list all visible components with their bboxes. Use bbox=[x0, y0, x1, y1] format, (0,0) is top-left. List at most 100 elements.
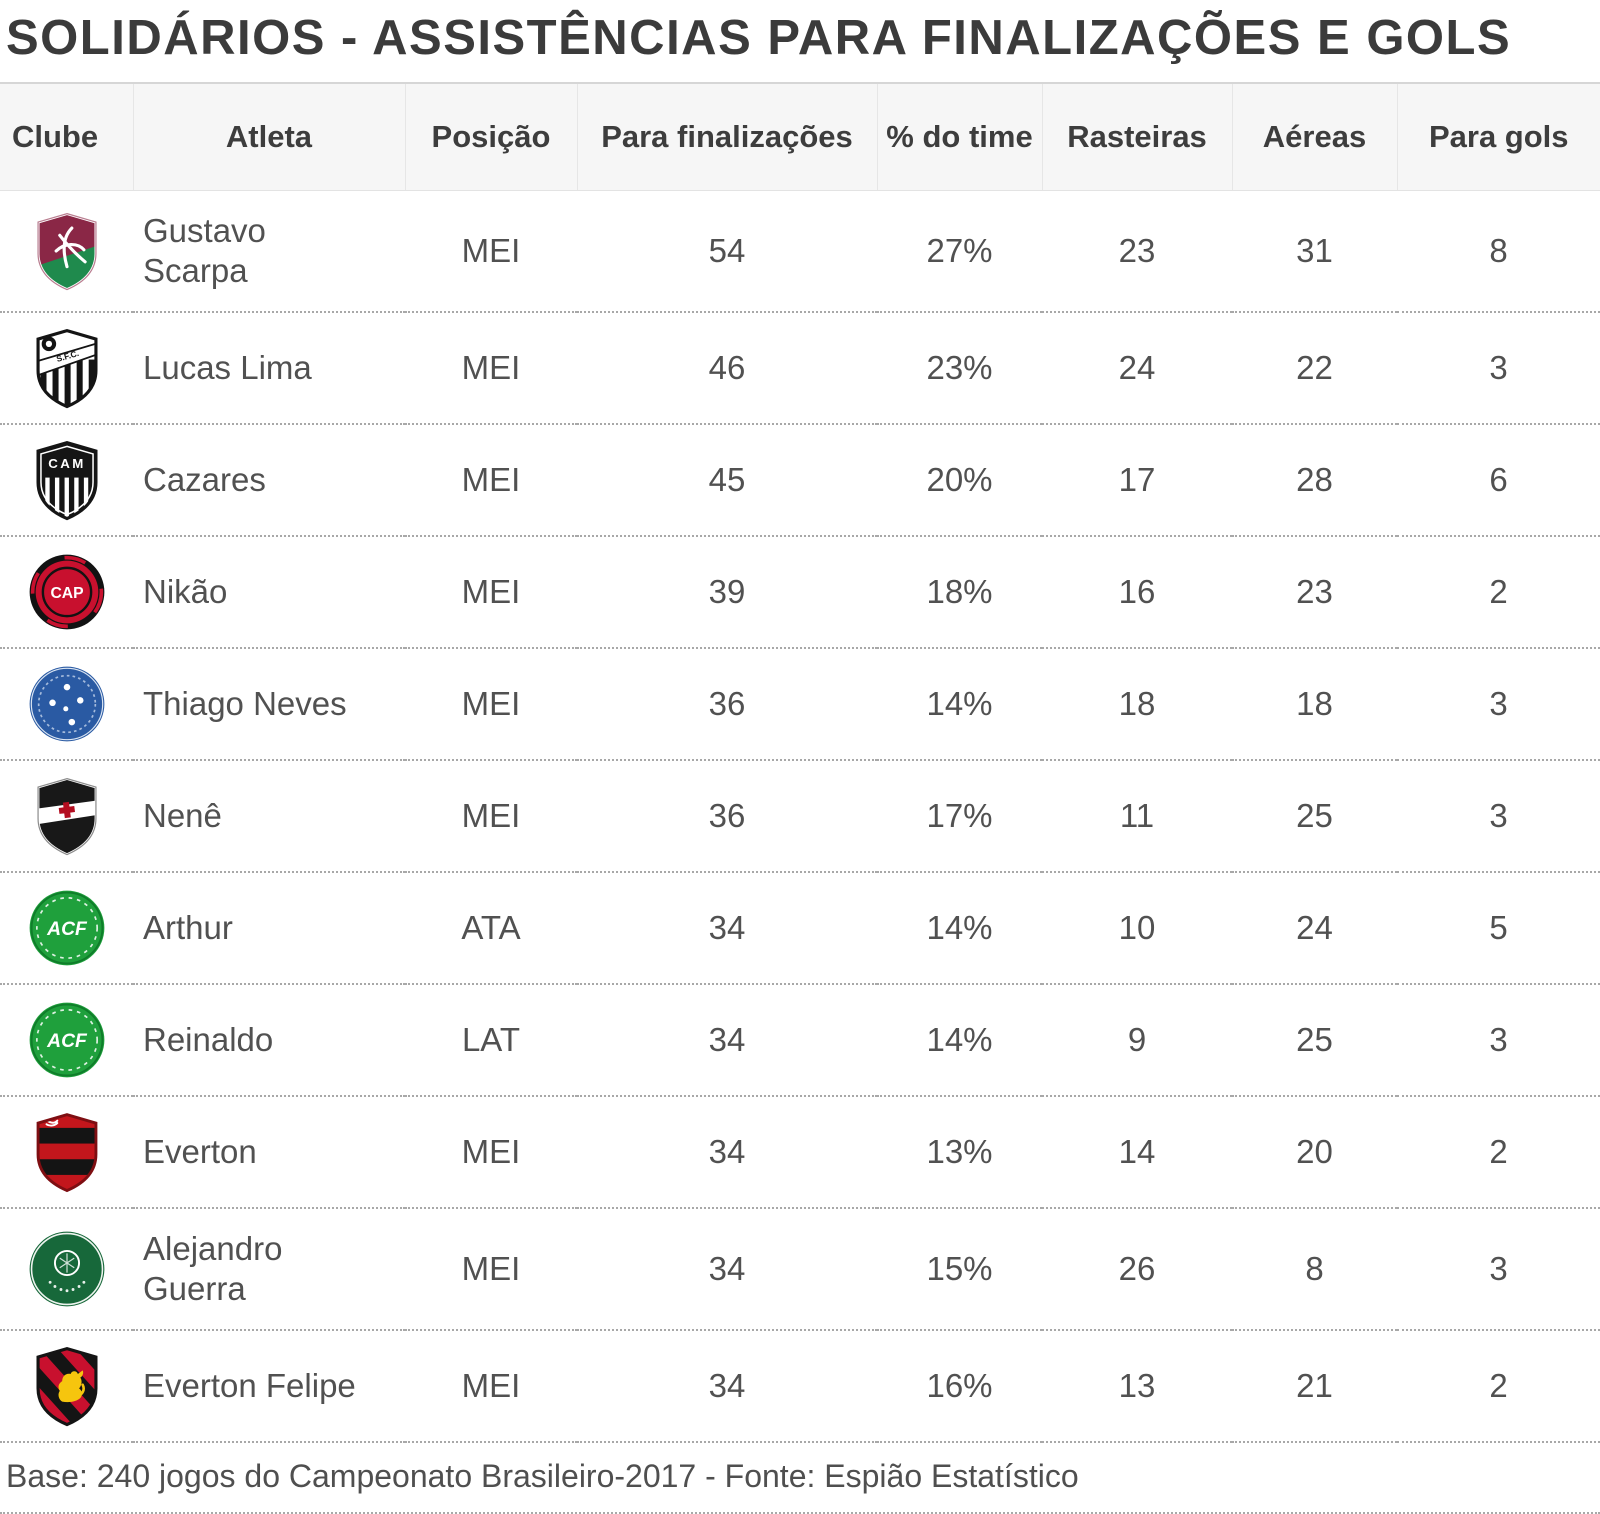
rasteiras-value: 9 bbox=[1042, 984, 1232, 1097]
pct-do-time-value: 13% bbox=[877, 1096, 1042, 1209]
para-finalizacoes-value: 34 bbox=[577, 872, 877, 985]
aereas-value: 18 bbox=[1232, 648, 1397, 761]
athlete-name-cell: Gustavo Scarpa bbox=[133, 190, 405, 313]
aereas-value: 31 bbox=[1232, 190, 1397, 313]
athlete-name-cell: Nikão bbox=[133, 536, 405, 649]
athlete-name: Nikão bbox=[143, 573, 228, 610]
para-gols-value: 2 bbox=[1397, 536, 1600, 649]
athlete-name: Cazares bbox=[143, 461, 266, 498]
para-finalizacoes-value: 54 bbox=[577, 190, 877, 313]
para-finalizacoes-value: 34 bbox=[577, 1330, 877, 1443]
athlete-name-cell: Thiago Neves bbox=[133, 648, 405, 761]
athlete-name-cell: Reinaldo bbox=[133, 984, 405, 1097]
flamengo-badge-icon bbox=[28, 1111, 106, 1193]
sport-badge-icon bbox=[28, 1345, 106, 1427]
column-header-pct-do-time: % do time bbox=[876, 82, 1042, 191]
athlete-name-cell: Nenê bbox=[133, 760, 405, 873]
para-finalizacoes-value: 46 bbox=[577, 312, 877, 425]
fluminense-badge-icon bbox=[28, 210, 106, 292]
palmeiras-badge-icon bbox=[28, 1228, 106, 1310]
rasteiras-value: 11 bbox=[1042, 760, 1232, 873]
aereas-value: 25 bbox=[1232, 760, 1397, 873]
athlete-name-cell: Arthur bbox=[133, 872, 405, 985]
rasteiras-value: 23 bbox=[1042, 190, 1232, 313]
rasteiras-value: 10 bbox=[1042, 872, 1232, 985]
santos-badge-icon: S.F.C. bbox=[28, 327, 106, 409]
column-header-posicao: Posição bbox=[404, 82, 577, 191]
svg-text:CAP: CAP bbox=[50, 585, 83, 602]
para-finalizacoes-value: 39 bbox=[577, 536, 877, 649]
position-value: MEI bbox=[405, 312, 577, 425]
para-gols-value: 5 bbox=[1397, 872, 1600, 985]
source-note: Base: 240 jogos do Campeonato Brasileiro… bbox=[0, 1443, 1600, 1514]
column-header-para-gols: Para gols bbox=[1396, 82, 1600, 191]
table-row: CAM Cazares MEI 45 20% 17 28 6 bbox=[0, 424, 1600, 537]
table-row: ACF Reinaldo LAT 34 14% 9 25 3 bbox=[0, 984, 1600, 1097]
para-gols-value: 3 bbox=[1397, 984, 1600, 1097]
table-row: Everton Felipe MEI 34 16% 13 21 2 bbox=[0, 1330, 1600, 1443]
rasteiras-value: 26 bbox=[1042, 1208, 1232, 1331]
aereas-value: 28 bbox=[1232, 424, 1397, 537]
aereas-value: 8 bbox=[1232, 1208, 1397, 1331]
aereas-value: 20 bbox=[1232, 1096, 1397, 1209]
vasco-badge-icon bbox=[28, 775, 106, 857]
position-value: MEI bbox=[405, 1330, 577, 1443]
pct-do-time-value: 20% bbox=[877, 424, 1042, 537]
position-value: LAT bbox=[405, 984, 577, 1097]
athlete-name: Lucas Lima bbox=[143, 349, 312, 386]
rasteiras-value: 13 bbox=[1042, 1330, 1232, 1443]
table-row: Gustavo Scarpa MEI 54 27% 23 31 8 bbox=[0, 190, 1600, 313]
rasteiras-value: 14 bbox=[1042, 1096, 1232, 1209]
athlete-name-cell: Lucas Lima bbox=[133, 312, 405, 425]
para-gols-value: 3 bbox=[1397, 312, 1600, 425]
column-header-para-finalizacoes: Para finalizações bbox=[576, 82, 877, 191]
pct-do-time-value: 14% bbox=[877, 648, 1042, 761]
athlete-name-cell: Cazares bbox=[133, 424, 405, 537]
rasteiras-value: 17 bbox=[1042, 424, 1232, 537]
position-value: MEI bbox=[405, 648, 577, 761]
chapecoense-badge-icon: ACF bbox=[28, 999, 106, 1081]
athlete-name: Alejandro Guerra bbox=[143, 1230, 283, 1307]
position-value: MEI bbox=[405, 1096, 577, 1209]
rasteiras-value: 16 bbox=[1042, 536, 1232, 649]
position-value: MEI bbox=[405, 190, 577, 313]
aereas-value: 21 bbox=[1232, 1330, 1397, 1443]
svg-text:CAM: CAM bbox=[48, 456, 85, 471]
athlete-name: Thiago Neves bbox=[143, 685, 347, 722]
athlete-name: Everton bbox=[143, 1133, 257, 1170]
position-value: MEI bbox=[405, 760, 577, 873]
column-header-clube: Clube bbox=[0, 82, 133, 191]
pct-do-time-value: 14% bbox=[877, 872, 1042, 985]
table-body: Gustavo Scarpa MEI 54 27% 23 31 8 S.F.C.… bbox=[0, 190, 1600, 1443]
position-value: ATA bbox=[405, 872, 577, 985]
pct-do-time-value: 18% bbox=[877, 536, 1042, 649]
para-finalizacoes-value: 45 bbox=[577, 424, 877, 537]
para-finalizacoes-value: 34 bbox=[577, 984, 877, 1097]
table-row: Alejandro Guerra MEI 34 15% 26 8 3 bbox=[0, 1208, 1600, 1331]
chapecoense-badge-icon: ACF bbox=[28, 887, 106, 969]
para-gols-value: 3 bbox=[1397, 760, 1600, 873]
position-value: MEI bbox=[405, 536, 577, 649]
svg-text:ACF: ACF bbox=[46, 1031, 88, 1052]
table-row: Nenê MEI 36 17% 11 25 3 bbox=[0, 760, 1600, 873]
atletico-mg-badge-icon: CAM bbox=[28, 439, 106, 521]
para-gols-value: 2 bbox=[1397, 1330, 1600, 1443]
table-row: CAP Nikão MEI 39 18% 16 23 2 bbox=[0, 536, 1600, 649]
svg-text:ACF: ACF bbox=[46, 919, 88, 940]
position-value: MEI bbox=[405, 1208, 577, 1331]
aereas-value: 24 bbox=[1232, 872, 1397, 985]
page-title: SOLIDÁRIOS - ASSISTÊNCIAS PARA FINALIZAÇ… bbox=[6, 11, 1512, 65]
aereas-value: 25 bbox=[1232, 984, 1397, 1097]
athlete-name: Nenê bbox=[143, 797, 222, 834]
athlete-name-cell: Everton Felipe bbox=[133, 1330, 405, 1443]
column-header-rasteiras: Rasteiras bbox=[1041, 82, 1232, 191]
para-gols-value: 6 bbox=[1397, 424, 1600, 537]
table-row: ACF Arthur ATA 34 14% 10 24 5 bbox=[0, 872, 1600, 985]
pct-do-time-value: 14% bbox=[877, 984, 1042, 1097]
rasteiras-value: 24 bbox=[1042, 312, 1232, 425]
para-finalizacoes-value: 36 bbox=[577, 648, 877, 761]
column-header-atleta: Atleta bbox=[132, 82, 405, 191]
atletico-pr-badge-icon: CAP bbox=[28, 551, 106, 633]
para-gols-value: 3 bbox=[1397, 1208, 1600, 1331]
